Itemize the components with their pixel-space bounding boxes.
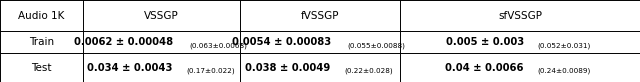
Text: Audio 1K: Audio 1K (19, 11, 65, 21)
Text: 0.038 ± 0.0049: 0.038 ± 0.0049 (245, 63, 330, 73)
Text: (0.22±0.028): (0.22±0.028) (344, 68, 393, 74)
Text: VSSGP: VSSGP (144, 11, 179, 21)
Text: (0.24±0.0089): (0.24±0.0089) (537, 68, 591, 74)
Text: (0.052±0.031): (0.052±0.031) (537, 42, 590, 49)
Text: Train: Train (29, 37, 54, 47)
Text: (0.063±0.0068): (0.063±0.0068) (189, 42, 247, 49)
Text: 0.005 ± 0.003: 0.005 ± 0.003 (445, 37, 524, 47)
Text: (0.17±0.022): (0.17±0.022) (186, 68, 235, 74)
Text: Test: Test (31, 63, 52, 73)
Text: 0.0062 ± 0.00048: 0.0062 ± 0.00048 (74, 37, 173, 47)
Text: 0.0054 ± 0.00083: 0.0054 ± 0.00083 (232, 37, 332, 47)
Text: sfVSSGP: sfVSSGP (498, 11, 542, 21)
Text: 0.034 ± 0.0043: 0.034 ± 0.0043 (86, 63, 172, 73)
Text: (0.055±0.0088): (0.055±0.0088) (348, 42, 406, 49)
Text: 0.04 ± 0.0066: 0.04 ± 0.0066 (445, 63, 524, 73)
Text: fVSSGP: fVSSGP (301, 11, 339, 21)
